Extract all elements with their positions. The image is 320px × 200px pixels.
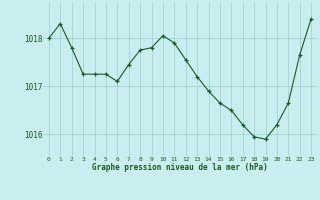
- X-axis label: Graphe pression niveau de la mer (hPa): Graphe pression niveau de la mer (hPa): [92, 163, 268, 172]
